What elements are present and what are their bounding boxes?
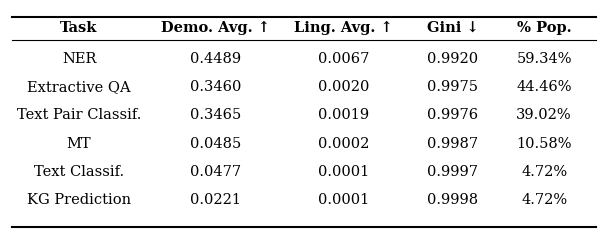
Text: 4.72%: 4.72% [521, 193, 567, 207]
Text: KG Prediction: KG Prediction [27, 193, 131, 207]
Text: Demo. Avg. ↑: Demo. Avg. ↑ [161, 21, 271, 35]
Text: 4.72%: 4.72% [521, 165, 567, 179]
Text: 0.9920: 0.9920 [427, 52, 478, 66]
Text: 0.0477: 0.0477 [190, 165, 241, 179]
Text: 0.0485: 0.0485 [190, 137, 241, 151]
Text: 0.3465: 0.3465 [190, 108, 241, 122]
Text: 39.02%: 39.02% [516, 108, 572, 122]
Text: 10.58%: 10.58% [516, 137, 572, 151]
Text: 0.9976: 0.9976 [427, 108, 478, 122]
Text: 44.46%: 44.46% [516, 80, 572, 94]
Text: 0.3460: 0.3460 [190, 80, 241, 94]
Text: 0.9997: 0.9997 [427, 165, 478, 179]
Text: 0.0020: 0.0020 [318, 80, 369, 94]
Text: Text Classif.: Text Classif. [34, 165, 124, 179]
Text: % Pop.: % Pop. [517, 21, 572, 35]
Text: 0.9987: 0.9987 [427, 137, 478, 151]
Text: MT: MT [67, 137, 91, 151]
Text: NER: NER [62, 52, 96, 66]
Text: Ling. Avg. ↑: Ling. Avg. ↑ [294, 21, 393, 35]
Text: 0.0221: 0.0221 [190, 193, 241, 207]
Text: 59.34%: 59.34% [516, 52, 572, 66]
Text: Extractive QA: Extractive QA [27, 80, 131, 94]
Text: Task: Task [60, 21, 98, 35]
Text: Text Pair Classif.: Text Pair Classif. [17, 108, 141, 122]
Text: 0.0001: 0.0001 [318, 165, 369, 179]
Text: 0.0002: 0.0002 [318, 137, 369, 151]
Text: 0.9998: 0.9998 [427, 193, 478, 207]
Text: 0.0067: 0.0067 [318, 52, 369, 66]
Text: Gini ↓: Gini ↓ [427, 21, 479, 35]
Text: 0.0019: 0.0019 [318, 108, 369, 122]
Text: 0.0001: 0.0001 [318, 193, 369, 207]
Text: 0.4489: 0.4489 [190, 52, 241, 66]
Text: 0.9975: 0.9975 [427, 80, 478, 94]
